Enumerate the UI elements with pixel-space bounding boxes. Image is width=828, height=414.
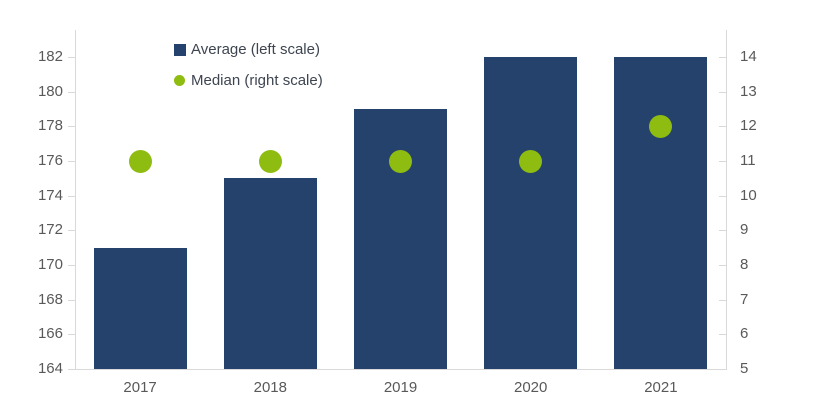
right-axis-tick (719, 369, 726, 370)
left-axis-tick (68, 299, 75, 301)
bar-2019 (354, 109, 447, 369)
legend-item-median: Median (right scale) (173, 72, 323, 89)
right-axis-tick-label: 7 (740, 290, 749, 308)
right-axis-line (726, 30, 727, 369)
right-axis-tick (719, 161, 726, 162)
left-axis-tick (68, 334, 75, 336)
right-axis-tick (719, 91, 726, 93)
bar-2020 (484, 57, 578, 369)
median-dot-2021 (649, 114, 673, 138)
x-axis-label-2021: 2021 (644, 379, 678, 396)
median-dot-2020 (519, 149, 543, 173)
left-axis-tick (68, 369, 75, 370)
right-axis-tick-label: 5 (740, 360, 749, 377)
left-axis-tick-label: 168 (37, 290, 63, 308)
legend-label-median: Median (right scale) (191, 72, 323, 89)
left-axis-tick-label: 166 (37, 325, 63, 343)
right-axis-tick (719, 299, 726, 301)
left-axis-line (75, 30, 76, 369)
left-axis-tick-label: 172 (37, 221, 63, 239)
right-axis-tick (719, 334, 726, 336)
left-axis-tick-label: 170 (37, 256, 63, 273)
left-axis-tick (68, 161, 75, 162)
right-axis-tick-label: 11 (740, 152, 756, 169)
left-axis-tick (68, 230, 75, 232)
median-dot-2018 (258, 149, 282, 173)
right-axis-tick-label: 9 (740, 221, 749, 239)
left-axis-tick-label: 178 (37, 117, 63, 135)
average-swatch (173, 43, 186, 56)
bar-2017 (93, 247, 187, 369)
left-axis-tick-label: 176 (37, 152, 63, 169)
right-axis-tick-label: 13 (740, 82, 757, 100)
left-axis-tick (68, 195, 75, 197)
right-axis-tick (719, 265, 726, 266)
left-axis-tick-label: 174 (37, 186, 63, 204)
left-axis-tick (68, 91, 75, 93)
right-axis-tick-label: 8 (740, 256, 749, 273)
left-axis-tick (68, 126, 75, 128)
x-axis-line (75, 369, 727, 370)
right-axis-tick-label: 6 (740, 325, 749, 343)
x-axis-label-2017: 2017 (123, 379, 157, 396)
right-axis-tick-label: 12 (740, 117, 757, 135)
median-dot-2019 (389, 149, 412, 173)
left-axis-tick-label: 180 (37, 82, 63, 100)
right-axis-tick-label: 14 (740, 48, 757, 65)
right-axis-tick (719, 195, 726, 197)
legend-item-average: Average (left scale) (173, 41, 323, 58)
bar-2021 (614, 57, 708, 369)
bar-2018 (223, 178, 317, 369)
legend-label-average: Average (left scale) (191, 41, 320, 58)
legend: Average (left scale) Median (right scale… (173, 41, 323, 103)
left-axis-tick (68, 57, 75, 58)
median-swatch (174, 75, 185, 86)
x-axis-label-2020: 2020 (514, 379, 548, 396)
left-axis-tick-label: 182 (37, 48, 63, 65)
left-axis-tick-label: 164 (37, 360, 63, 377)
left-axis-tick (68, 265, 75, 266)
right-axis-tick (719, 57, 726, 58)
right-axis-tick-label: 10 (740, 186, 757, 204)
right-axis-tick (719, 126, 726, 128)
right-axis-tick (719, 230, 726, 232)
x-axis-label-2018: 2018 (253, 379, 287, 396)
average-series-square-icon (173, 43, 186, 56)
median-dot-2017 (128, 149, 152, 173)
median-series-circle-icon (173, 75, 186, 86)
x-axis-label-2019: 2019 (383, 379, 418, 396)
